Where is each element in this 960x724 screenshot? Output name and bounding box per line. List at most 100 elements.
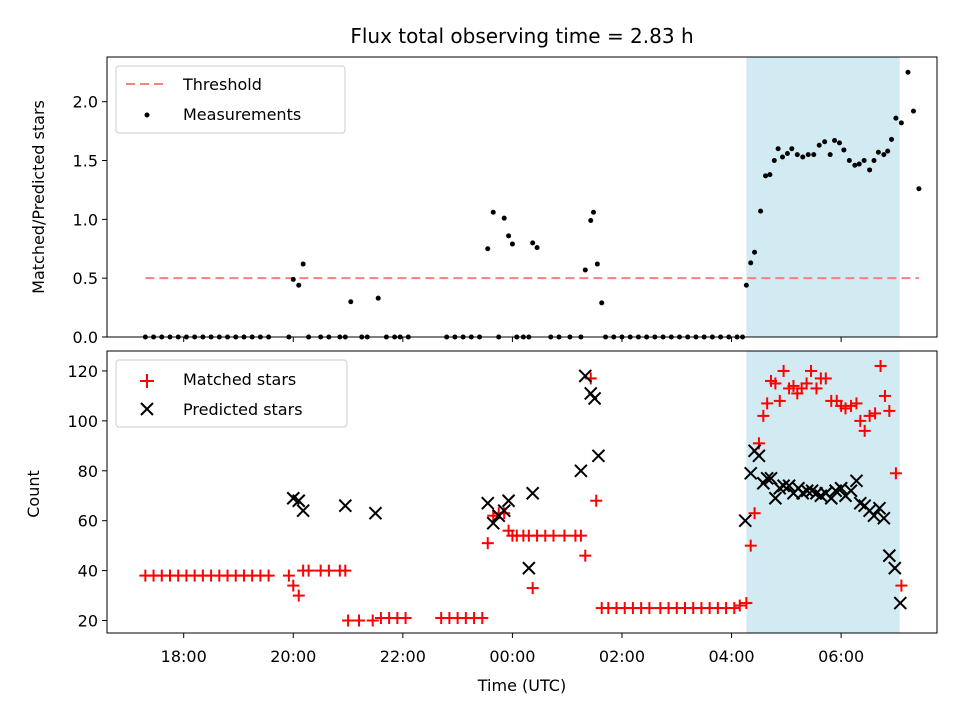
measurement-point	[784, 150, 790, 156]
legend-predicted-swatch	[140, 402, 154, 416]
predicted-star-point	[591, 449, 606, 463]
predicted-star-point	[501, 494, 516, 508]
matched-star-point	[366, 614, 379, 627]
measurement-point	[852, 162, 858, 168]
ytick-label: 1.0	[73, 210, 98, 229]
predicted-star-point	[867, 509, 881, 523]
matched-star-point	[292, 589, 305, 602]
bottom-plot-frame	[106, 350, 938, 634]
measurement-point	[758, 208, 764, 214]
bottom-ylabel: Count	[24, 470, 43, 518]
bottom-xlabel: Time (UTC)	[477, 676, 566, 695]
matched-star-point	[262, 569, 275, 582]
matched-star-point	[643, 602, 656, 615]
ytick-label: 0.5	[73, 269, 98, 288]
matched-star-point	[869, 407, 882, 420]
predicted-star-point	[486, 516, 500, 530]
predicted-star-point	[893, 596, 908, 610]
top-legend: Threshold Measurements	[115, 65, 346, 134]
matched-star-point	[322, 564, 335, 577]
legend-predicted-label: Predicted stars	[183, 400, 303, 419]
measurement-point	[599, 300, 605, 306]
matched-star-point	[342, 614, 355, 627]
predicted-star-point	[760, 471, 774, 485]
measurement-point	[506, 233, 512, 239]
matched-star-point	[839, 402, 852, 415]
predicted-star-point	[882, 548, 897, 563]
measurement-point	[509, 241, 515, 247]
ytick-label: 80	[78, 462, 98, 481]
top-plot-frame	[106, 56, 938, 338]
predicted-star-point	[888, 561, 902, 575]
matched-star-point	[339, 564, 352, 577]
predicted-star-point	[776, 479, 791, 493]
matched-star-point	[819, 372, 832, 385]
measurement-point	[767, 172, 773, 178]
measurement-point	[485, 246, 491, 252]
measurement-point	[898, 120, 904, 126]
xtick-label: 04:00	[708, 647, 754, 666]
ytick-label: 2.0	[73, 93, 98, 112]
measurement-point	[881, 152, 887, 158]
measurement-point	[893, 115, 899, 121]
predicted-star-point	[738, 513, 752, 528]
bottom-legend: Matched stars Predicted stars	[115, 359, 348, 428]
xtick-label: 18:00	[161, 647, 207, 666]
matched-star-point	[574, 529, 587, 542]
matched-star-point	[761, 397, 774, 410]
measurement-point	[582, 267, 588, 273]
matched-star-point	[481, 537, 494, 550]
predicted-star-point	[872, 501, 887, 515]
predicted-star-point	[744, 466, 758, 480]
matched-star-point	[787, 379, 800, 392]
measurement-point	[748, 260, 754, 266]
matched-star-point	[733, 599, 746, 612]
measurement-point	[861, 158, 867, 164]
ytick-label: 120	[67, 362, 98, 381]
matched-star-point	[740, 597, 753, 610]
ytick-label: 0.0	[73, 328, 98, 347]
ytick-label: 100	[67, 412, 98, 431]
matched-star-point	[287, 579, 300, 592]
measurement-point	[816, 142, 822, 148]
measurement-point	[794, 152, 800, 158]
measurement-point	[300, 261, 306, 267]
matched-star-point	[526, 582, 539, 595]
measurement-point	[800, 154, 806, 160]
predicted-star-point	[578, 369, 592, 383]
legend-matched-swatch	[140, 374, 154, 388]
matched-star-point	[883, 404, 896, 417]
measurement-point	[910, 108, 916, 114]
measurement-point	[871, 158, 877, 164]
matched-star-point	[844, 399, 857, 412]
matched-star-point	[777, 364, 790, 377]
measurement-point	[789, 146, 795, 152]
legend-threshold-label: Threshold	[182, 75, 262, 94]
matched-star-point	[302, 564, 315, 577]
predicted-star-point	[768, 491, 783, 505]
ytick-label: 60	[78, 512, 98, 531]
measurement-point	[885, 148, 891, 154]
matched-star-point	[895, 579, 908, 592]
measurement-point	[501, 215, 507, 221]
matched-star-point	[744, 539, 757, 552]
measurement-point	[875, 149, 881, 155]
measurement-point	[805, 152, 811, 158]
matched-star-point	[773, 394, 786, 407]
measurement-point	[856, 161, 862, 167]
legend-matched-label: Matched stars	[183, 370, 296, 389]
predicted-star-point	[849, 474, 864, 488]
top-legend-box	[115, 65, 346, 134]
ytick-label: 1.5	[73, 152, 98, 171]
matched-star-point	[399, 612, 412, 625]
measurement-point	[889, 136, 895, 142]
matched-star-point	[757, 409, 770, 422]
measurement-point	[290, 276, 296, 282]
bottom-plot: 20 40 60 80 100 120 18:00 20:00 22:00 00:00 02:00…	[24, 350, 938, 695]
ytick-label: 40	[78, 562, 98, 581]
xtick-label: 00:00	[489, 647, 535, 666]
measurement-point	[827, 152, 833, 158]
matched-star-point	[854, 414, 867, 427]
measurement-point	[588, 218, 594, 224]
